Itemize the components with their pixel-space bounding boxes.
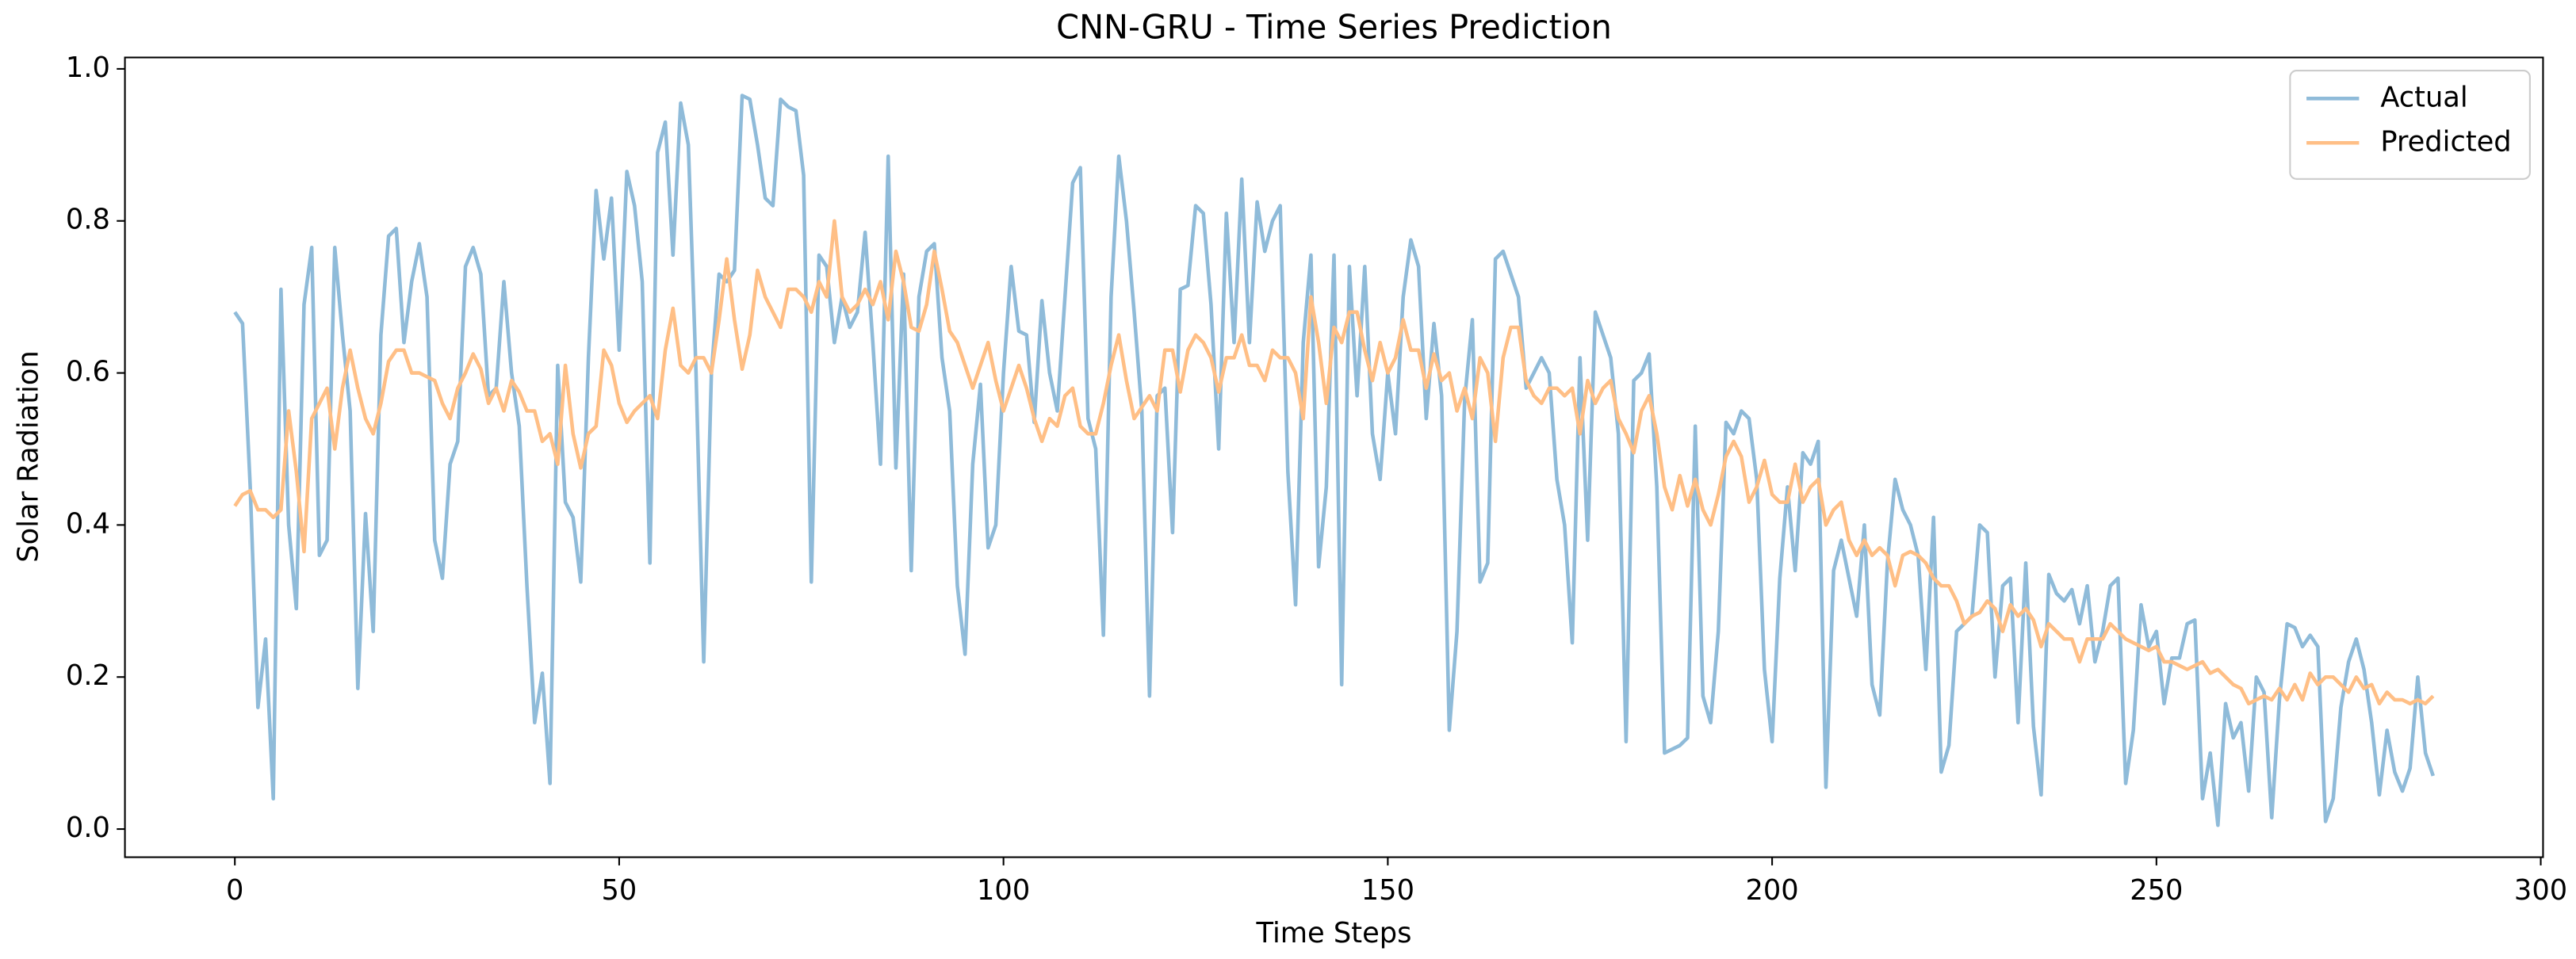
y-tick-label: 0.4	[66, 507, 110, 540]
x-tick-label: 200	[1745, 874, 1798, 907]
x-tick-label: 50	[602, 874, 637, 907]
series-line	[233, 94, 2435, 827]
y-tick-label: 0.6	[66, 356, 110, 388]
x-axis-label: Time Steps	[1256, 917, 1412, 949]
x-tick-label: 100	[977, 874, 1030, 907]
y-tick-label: 0.0	[66, 812, 110, 844]
chart-title: CNN-GRU - Time Series Prediction	[1056, 8, 1612, 46]
legend-label: Actual	[2380, 81, 2467, 113]
legend: Actual Predicted	[2289, 70, 2531, 180]
x-tick-label: 250	[2130, 874, 2183, 907]
series-line	[233, 219, 2435, 706]
x-tick-label: 300	[2514, 874, 2567, 907]
legend-label: Predicted	[2380, 125, 2511, 158]
x-tick-label: 0	[226, 874, 243, 907]
plot-frame	[124, 56, 2544, 858]
y-tick-label: 0.8	[66, 204, 110, 236]
x-tick-label: 150	[1361, 874, 1414, 907]
y-tick-label: 0.2	[66, 659, 110, 692]
y-axis-label: Solar Radiation	[12, 350, 44, 562]
y-tick-label: 1.0	[66, 52, 110, 84]
